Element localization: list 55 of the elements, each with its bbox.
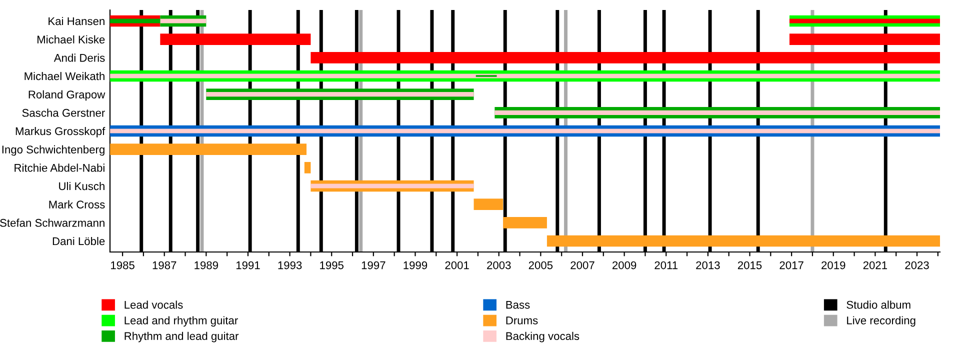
legend-label: Lead vocals xyxy=(124,300,183,309)
x-tick-label: 1995 xyxy=(320,261,344,270)
x-tick-label: 2015 xyxy=(738,261,762,270)
bar xyxy=(474,198,504,210)
x-tick-label: 1985 xyxy=(111,261,134,270)
bar xyxy=(110,128,940,134)
y-tick-label: Stefan Schwarzmann xyxy=(0,218,104,227)
x-tick-label: 2023 xyxy=(905,261,929,270)
y-tick-label: Michael Kiske xyxy=(38,35,105,44)
legend-label: Bass xyxy=(506,300,530,309)
x-tick-label: 2003 xyxy=(487,261,511,270)
x-tick-label: 2017 xyxy=(780,261,804,270)
bar xyxy=(546,235,940,247)
legend-label: Drums xyxy=(506,316,538,324)
y-tick-label: Roland Grapow xyxy=(28,90,106,101)
bar xyxy=(310,52,940,64)
bar xyxy=(110,74,940,78)
legend-label: Lead and rhythm guitar xyxy=(124,316,238,327)
x-tick-label: 1999 xyxy=(404,261,428,270)
x-tick-label: 2021 xyxy=(863,261,888,270)
bar xyxy=(206,92,474,97)
y-tick-label: Uli Kusch xyxy=(59,182,104,190)
bar xyxy=(304,162,311,174)
bar xyxy=(160,18,206,24)
x-tick-label: 2013 xyxy=(696,261,720,270)
y-tick-label: Michael Weikath xyxy=(24,72,104,80)
x-tick-label: 1997 xyxy=(362,261,386,270)
x-tick-label: 2011 xyxy=(654,261,678,270)
bar xyxy=(110,144,307,156)
x-tick-label: 1991 xyxy=(236,261,260,270)
y-tick-label: Ritchie Abdel-Nabi xyxy=(14,164,104,172)
legend-label: Live recording xyxy=(847,316,916,327)
y-tick-label: Mark Cross xyxy=(49,200,105,208)
y-tick-label: Ingo Schwichtenberg xyxy=(2,145,104,156)
bar xyxy=(160,34,311,46)
x-tick-label: 2009 xyxy=(612,261,636,270)
x-tick-label: 1989 xyxy=(194,261,218,270)
x-tick-label: 1987 xyxy=(152,261,176,270)
x-tick-label: 2007 xyxy=(570,261,594,270)
bar xyxy=(310,184,474,188)
legend-label: Studio album xyxy=(846,300,910,309)
bar xyxy=(494,110,940,115)
bar xyxy=(503,216,547,228)
y-tick-label: Kai Hansen xyxy=(48,16,104,26)
x-tick-label: 2001 xyxy=(445,261,469,270)
y-tick-label: Andi Deris xyxy=(54,54,105,62)
y-tick-label: Dani Löble xyxy=(52,236,105,246)
bar xyxy=(110,18,160,24)
y-tick-label: Markus Grosskopf xyxy=(16,126,106,138)
legend-label: Rhythm and lead guitar xyxy=(124,332,239,342)
legend-label: Backing vocals xyxy=(506,332,580,342)
x-tick-label: 2019 xyxy=(822,261,846,270)
y-tick-label: Sascha Gerstner xyxy=(22,108,105,117)
x-tick-label: 2005 xyxy=(528,261,553,270)
x-tick-label: 1993 xyxy=(278,261,302,270)
